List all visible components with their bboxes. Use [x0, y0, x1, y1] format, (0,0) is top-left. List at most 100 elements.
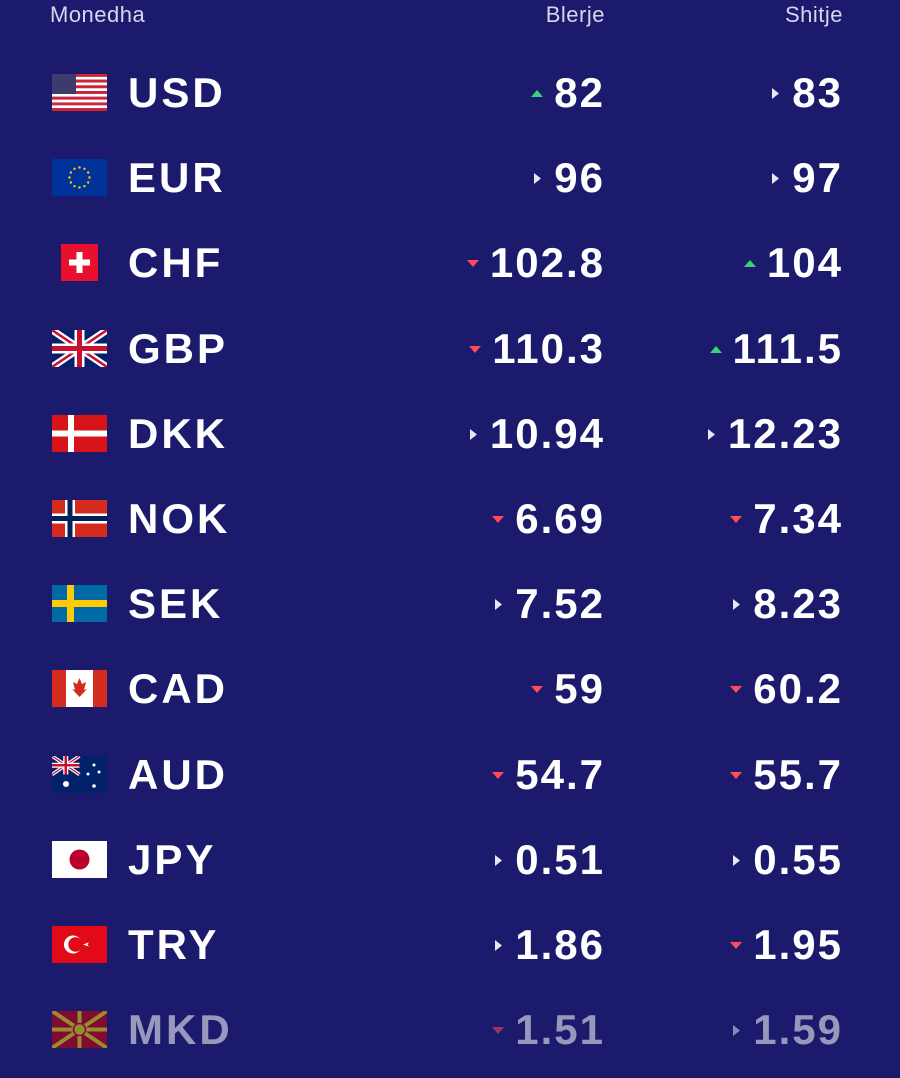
flag-shape — [495, 599, 503, 611]
buy-rate: 0.51 — [515, 835, 605, 883]
flag-shape — [52, 74, 76, 94]
flag-shape — [730, 686, 743, 694]
trend-arrow — [730, 686, 743, 694]
trend-arrow — [730, 516, 743, 523]
flag-shape — [52, 93, 107, 97]
sell-cell: 12.23 — [704, 404, 843, 464]
currency-code: AUD — [128, 750, 228, 798]
trend-arrow — [492, 1027, 505, 1035]
sell-rate: 60.2 — [753, 665, 843, 713]
sell-rate: 83 — [792, 69, 843, 116]
flag-shape — [531, 686, 544, 694]
flag-shape — [469, 345, 482, 353]
flag-shape — [733, 1025, 741, 1037]
flag-icon — [52, 74, 107, 111]
flag-shape — [733, 599, 741, 611]
buy-cell: 7.52 — [491, 574, 605, 634]
trend-arrow — [495, 854, 503, 866]
flag-shape — [92, 783, 96, 788]
flag-shape — [707, 428, 715, 440]
trend-arrow — [772, 88, 780, 99]
buy-cell: 110.3 — [468, 319, 605, 379]
rate-row: CHF 102.8 104 — [0, 233, 900, 293]
trend-arrow — [531, 686, 544, 694]
sell-cell: 8.23 — [729, 574, 843, 634]
buy-rate: 54.7 — [515, 750, 605, 798]
sell-rate: 12.23 — [727, 409, 843, 457]
flag-shape — [52, 755, 81, 776]
flag-shape — [531, 90, 544, 97]
flag-shape — [743, 260, 756, 268]
buy-rate: 82 — [554, 69, 605, 116]
flag-shape — [52, 74, 107, 77]
flag-shape — [68, 937, 83, 952]
trend-arrow — [469, 428, 477, 440]
currency-code: TRY — [128, 921, 220, 968]
flag-icon — [52, 414, 107, 452]
flag-shape — [495, 854, 503, 866]
trend-arrow — [534, 173, 542, 185]
sell-rate: 111.5 — [732, 324, 843, 372]
flag-shape — [92, 763, 96, 767]
flag-icon — [52, 755, 107, 793]
flag-shape — [72, 1022, 87, 1037]
flag-shape — [86, 772, 90, 776]
flag-shape — [69, 181, 73, 184]
trend-arrow — [733, 854, 741, 866]
header-buy: Blerje — [545, 2, 605, 27]
flag-shape — [78, 166, 81, 169]
sell-cell: 111.5 — [709, 319, 843, 379]
flag-shape — [52, 99, 107, 103]
flag-shape — [83, 167, 86, 171]
flag-shape — [73, 167, 76, 171]
flag-icon — [52, 159, 107, 197]
flag-shape — [534, 173, 542, 185]
flag-icon — [52, 329, 107, 367]
flag-shape — [52, 108, 107, 111]
sell-rate: 104 — [766, 239, 843, 287]
sell-rate: 0.55 — [753, 835, 843, 883]
sell-rate: 8.23 — [753, 580, 843, 628]
flag-shape — [93, 670, 107, 708]
rate-row: NOK 6.69 7.34 — [0, 489, 900, 549]
currency-code: JPY — [128, 835, 217, 883]
trend-arrow — [733, 1025, 741, 1037]
trend-arrow — [709, 345, 722, 353]
flag-shape — [52, 79, 107, 83]
flag-icon — [52, 585, 107, 623]
flag-shape — [52, 88, 107, 92]
flag-shape — [730, 771, 743, 779]
buy-rate: 1.51 — [515, 1006, 605, 1054]
sell-cell: 104 — [743, 233, 843, 293]
flag-shape — [52, 755, 80, 775]
trend-arrow — [772, 173, 780, 185]
flag-icon — [52, 926, 107, 963]
flag-shape — [86, 171, 90, 174]
trend-arrow — [495, 599, 503, 611]
flag-shape — [52, 159, 107, 197]
buy-cell: 6.69 — [491, 489, 605, 549]
currency-code: CAD — [128, 665, 228, 713]
buy-cell: 1.86 — [491, 915, 605, 975]
flag-shape — [492, 771, 505, 779]
currency-code: MKD — [128, 1006, 233, 1054]
buy-cell: 82 — [530, 63, 605, 123]
rate-row: SEK 7.52 8.23 — [0, 574, 900, 634]
trend-arrow — [492, 771, 505, 779]
flag-shape — [52, 430, 107, 437]
trend-arrow — [466, 260, 479, 268]
rate-row: CAD 59 60.2 — [0, 659, 900, 719]
flag-shape — [492, 516, 505, 523]
sell-rate: 1.95 — [753, 921, 843, 968]
buy-rate: 1.86 — [515, 921, 605, 968]
buy-rate: 110.3 — [492, 324, 605, 372]
trend-arrow — [469, 345, 482, 353]
flag-shape — [52, 670, 66, 708]
flag-shape — [772, 173, 780, 185]
flag-shape — [63, 780, 69, 787]
flag-shape — [492, 1027, 505, 1035]
flag-shape — [69, 171, 73, 174]
buy-rate: 7.52 — [515, 580, 605, 628]
trend-arrow — [707, 428, 715, 440]
